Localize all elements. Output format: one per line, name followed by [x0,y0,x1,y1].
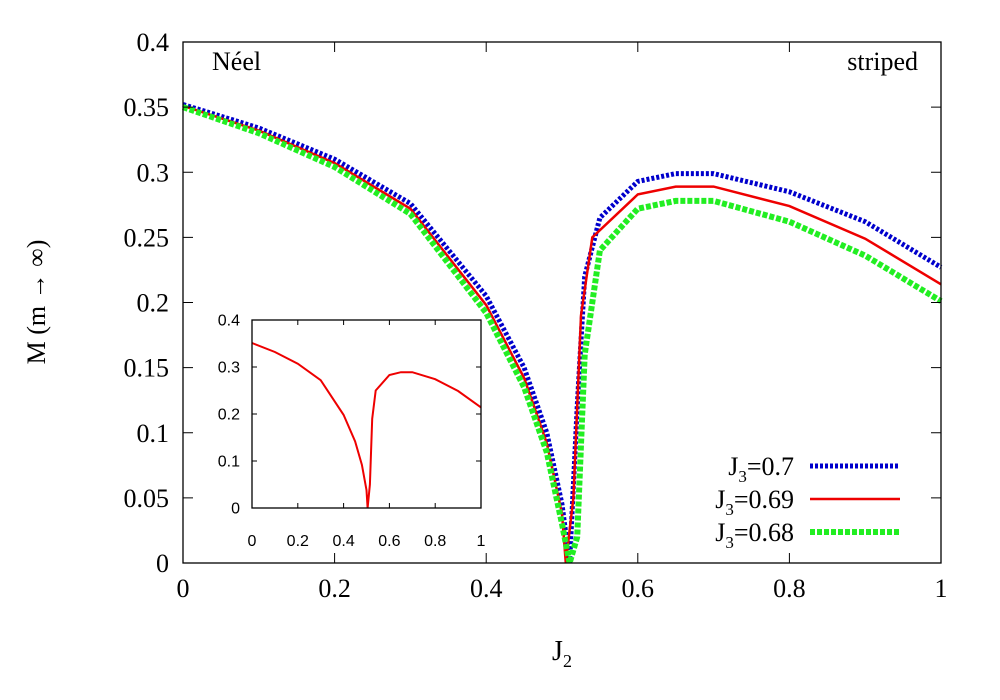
y-tick-label: 0.25 [124,223,170,252]
series-line-1 [182,104,942,564]
annotation-striped: striped [847,47,918,76]
x-tick-label: 0 [177,574,190,603]
y-tick-label: 0.4 [137,28,170,57]
x-axis-label: J2 [552,636,572,671]
series-line-2 [182,104,943,564]
inset-y-tick-label: 0.2 [218,407,240,424]
inset-series-line-0 [251,342,482,509]
inset-x-tick-label: 0.2 [287,533,309,550]
y-tick-label: 0.3 [137,158,170,187]
y-tick-label: 0 [156,549,169,578]
annotation-neel: Néel [212,47,261,76]
x-tick-label: 0.4 [470,574,503,603]
y-tick-label: 0.05 [124,484,170,513]
legend-label-1: J3=0.69 [715,485,794,519]
inset-y-tick-label: 0.3 [218,360,240,377]
x-tick-label: 0.2 [318,574,351,603]
x-tick-label: 0.8 [773,574,806,603]
inset-x-tick-label: 1 [477,533,486,550]
legend-label-2: J3=0.68 [715,518,794,552]
series-line-0 [182,102,943,564]
x-tick-label: 0.6 [622,574,655,603]
inset-y-tick-label: 0 [231,501,240,518]
inset-background [252,320,481,508]
inset-y-tick-label: 0.1 [218,454,240,471]
inset-x-tick-label: 0.4 [332,533,354,550]
inset-x-tick-label: 0 [248,533,257,550]
y-tick-label: 0.35 [124,93,170,122]
inset-x-tick-label: 0.8 [424,533,446,550]
legend-label-0: J3=0.7 [728,452,794,486]
inset-x-tick-label: 0.6 [378,533,400,550]
y-tick-label: 0.15 [124,354,170,383]
y-axis-label: M (m → ∞) [22,240,51,365]
y-tick-label: 0.1 [137,419,170,448]
inset-y-tick-label: 0.4 [218,313,240,330]
main-plot: 0 0.2 0.4 0.6 0.8 1 0 0.05 0.1 0.15 0.2 0.25 0.3 0.35… [22,28,948,671]
x-tick-label: 1 [935,574,948,603]
inset-plot: 0 0.2 0.4 0.6 0.8 1 0 0.1 0.2 0.3 0.4 [218,313,486,550]
y-tick-label: 0.2 [137,289,170,318]
